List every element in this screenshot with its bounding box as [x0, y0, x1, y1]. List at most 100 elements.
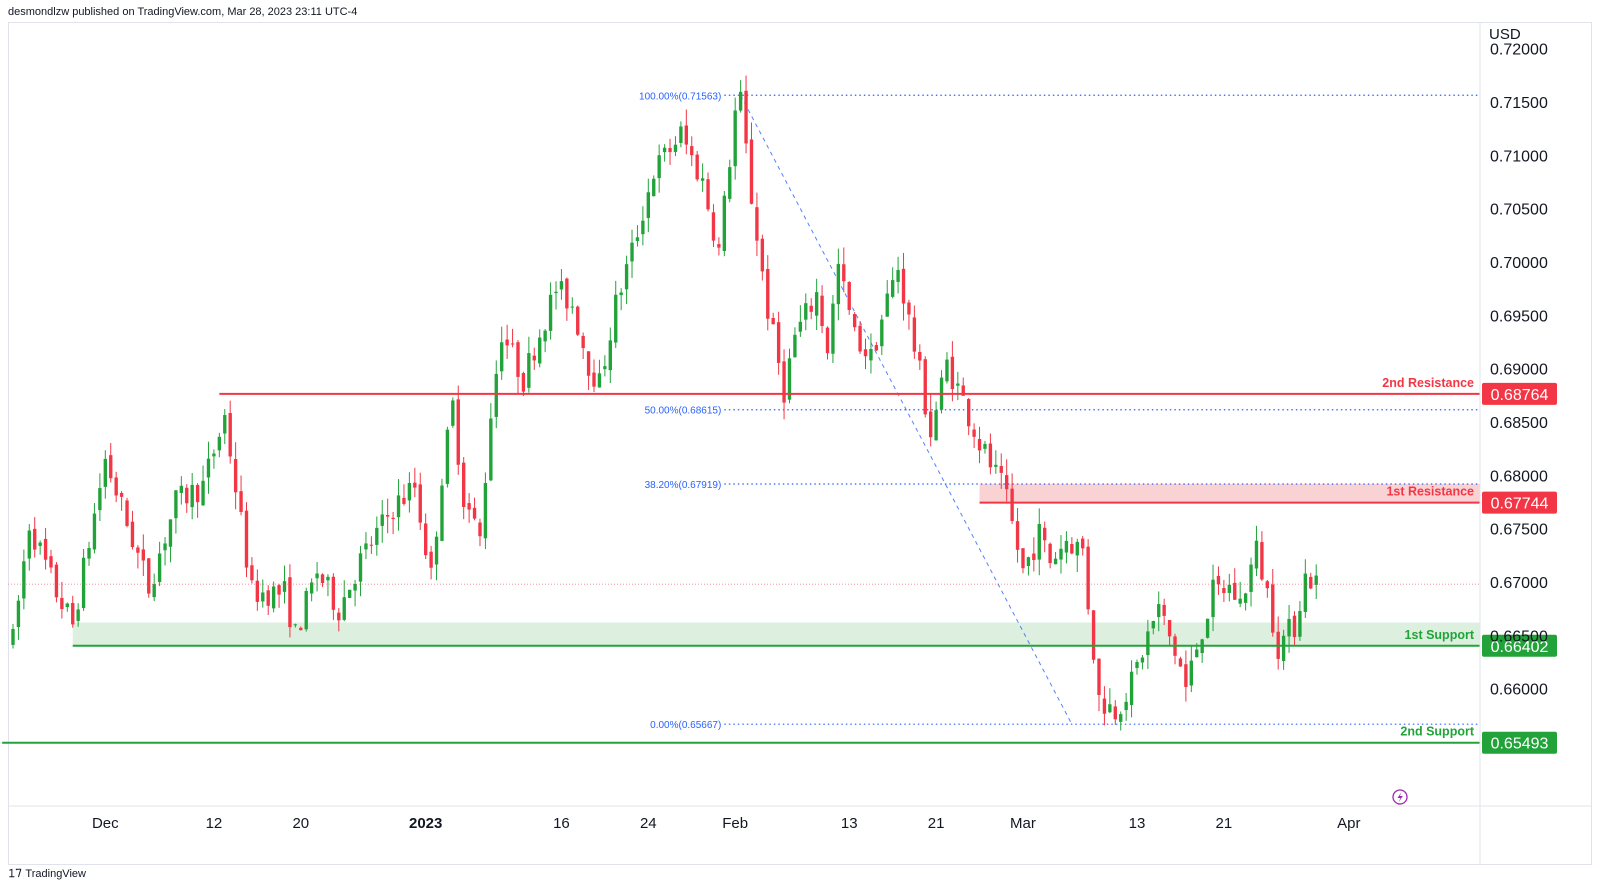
candle-body — [206, 458, 211, 478]
candle-body — [722, 195, 727, 252]
candle-body — [71, 603, 75, 625]
candle-body — [1243, 593, 1248, 603]
candle-body — [635, 237, 640, 242]
candle-body — [136, 547, 140, 553]
candle-body — [467, 503, 471, 510]
candle-body — [1097, 658, 1101, 696]
candle-body — [825, 327, 830, 354]
candle-body — [1238, 598, 1242, 604]
lightning-icon[interactable] — [1392, 789, 1408, 805]
candle-body — [896, 269, 900, 282]
candle-body — [147, 558, 151, 594]
candle-body — [592, 372, 596, 387]
y-tick-label: 0.66000 — [1490, 682, 1548, 699]
candle-body — [451, 400, 455, 426]
y-tick-label: 0.69500 — [1490, 308, 1548, 325]
publisher-credit: desmondlzw published on TradingView.com,… — [8, 6, 358, 18]
candle-body — [804, 303, 808, 320]
candle-body — [293, 624, 298, 626]
candle-body — [787, 358, 792, 400]
candle-body — [548, 294, 553, 331]
fibonacci-trend-line — [740, 95, 1073, 725]
candle-body — [1070, 544, 1074, 554]
tradingview-logo-icon: 𝟷𝟽 — [8, 866, 22, 880]
level-name-label: 1st Resistance — [1386, 485, 1474, 499]
candle-body — [478, 522, 482, 537]
candle-body — [1162, 604, 1166, 616]
candle-body — [684, 125, 689, 145]
level-name-label: 2nd Resistance — [1382, 376, 1474, 390]
candle-body — [646, 192, 650, 218]
fibonacci-level-label: 50.00%(0.68615) — [645, 406, 722, 417]
candle-body — [250, 565, 254, 581]
y-tick-label: 0.67500 — [1490, 522, 1548, 539]
candle-body — [130, 521, 135, 548]
candle-body — [1048, 543, 1052, 564]
level-zone — [72, 622, 1481, 646]
x-tick-label: Apr — [1337, 815, 1360, 832]
candle-body — [489, 418, 493, 481]
candle-body — [1211, 579, 1215, 618]
candle-body — [966, 399, 971, 427]
candle-body — [396, 495, 401, 518]
x-tick-label: 16 — [553, 815, 570, 832]
candle-body — [977, 439, 982, 451]
candle-body — [445, 429, 450, 484]
candle-body — [1205, 618, 1210, 638]
candle-body — [288, 577, 292, 628]
candle-body — [510, 343, 515, 345]
candle-body — [185, 487, 189, 504]
candle-body — [402, 497, 406, 504]
fibonacci-layer: 100.00%(0.71563) 50.00%(0.68615) 38.20%(0.… — [639, 91, 1480, 731]
footer-brand-label: TradingView — [25, 867, 86, 880]
candle-body — [657, 155, 661, 179]
candle-body — [890, 280, 895, 297]
candle-body — [261, 592, 265, 602]
candle-body — [331, 576, 336, 610]
x-tick-label: 13 — [1129, 815, 1146, 832]
x-tick-label: 24 — [640, 815, 657, 832]
candle-body — [239, 491, 243, 512]
candle-body — [109, 455, 113, 479]
candle-body — [456, 399, 460, 465]
candle-body — [706, 179, 710, 210]
candle-body — [950, 356, 955, 390]
candle-body — [1265, 581, 1270, 589]
candle-body — [1140, 657, 1145, 663]
candle-body — [711, 212, 716, 241]
candle-body — [1249, 564, 1253, 592]
candle-body — [619, 292, 623, 296]
candle-body — [516, 342, 520, 377]
candle-body — [1026, 557, 1031, 567]
x-tick-label: Dec — [92, 815, 119, 832]
candle-body — [299, 627, 303, 631]
candle-body — [380, 514, 384, 526]
candle-body — [358, 553, 363, 582]
candle-body — [277, 585, 281, 595]
candle-body — [1167, 620, 1172, 637]
candle-body — [1260, 542, 1264, 580]
candle-body — [81, 557, 86, 609]
currency-label: USD — [1489, 26, 1521, 43]
candle-body — [836, 263, 841, 305]
candle-body — [418, 484, 422, 523]
candle-body — [527, 353, 531, 388]
candle-body — [1075, 541, 1079, 556]
candle-body — [842, 264, 846, 282]
candle-body — [1222, 588, 1226, 594]
chart-frame — [8, 22, 1592, 865]
y-tick-label: 0.69000 — [1490, 362, 1548, 379]
candle-body — [820, 295, 824, 327]
candle-body — [738, 91, 743, 111]
candle-body — [1135, 662, 1139, 669]
candle-body — [152, 584, 156, 598]
candle-body — [217, 436, 222, 451]
y-tick-label: 0.70000 — [1490, 255, 1548, 272]
price-tag-label: 0.66402 — [1491, 639, 1549, 656]
candle-body — [597, 373, 602, 388]
candle-body — [413, 482, 417, 488]
x-tick-label: 2023 — [409, 815, 442, 832]
footer-brand[interactable]: 𝟷𝟽 TradingView — [8, 866, 86, 881]
y-tick-label: 0.68000 — [1490, 468, 1548, 485]
